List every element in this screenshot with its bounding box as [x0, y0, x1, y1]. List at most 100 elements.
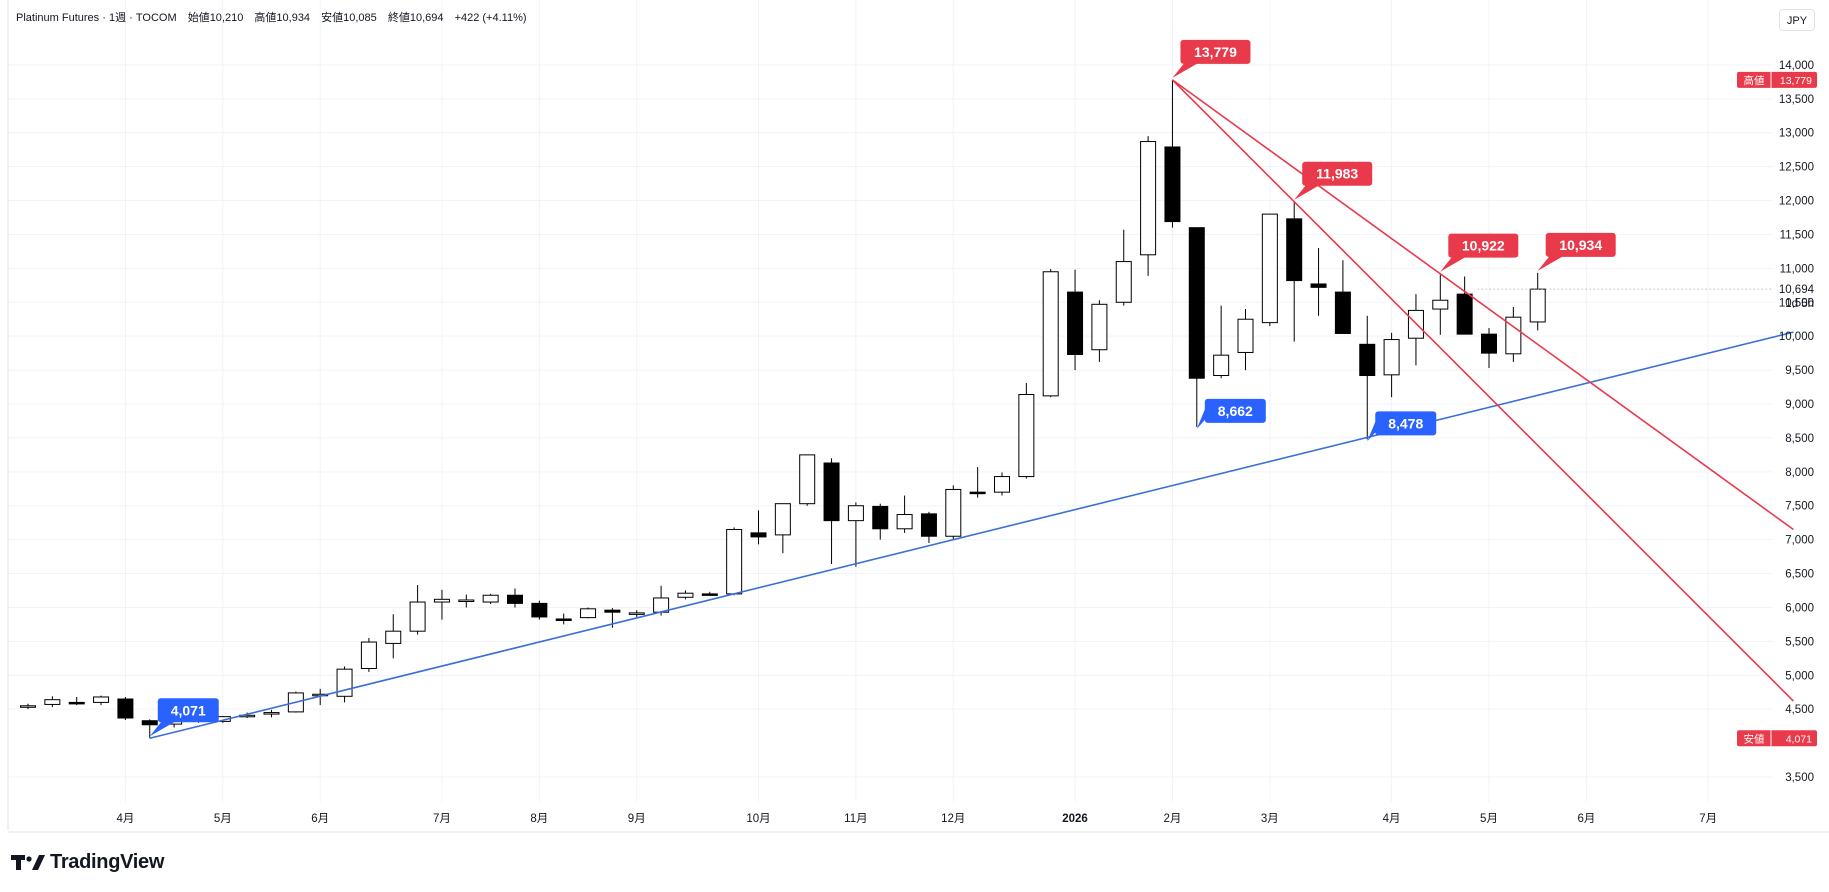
- tradingview-logo-icon: [11, 855, 45, 870]
- y-tick-label: 12,000: [1779, 196, 1814, 208]
- symbol-name[interactable]: Platinum Futures: [16, 12, 100, 24]
- x-tick-label: 8月: [530, 813, 548, 825]
- candle: [1188, 227, 1205, 427]
- candle-body: [44, 699, 61, 705]
- y-tick-label: 7,500: [1785, 501, 1814, 513]
- x-tick-label: 4月: [116, 813, 134, 825]
- candle-body: [1042, 271, 1059, 397]
- support-trendline[interactable]: [149, 331, 1794, 740]
- candle-body: [920, 513, 937, 537]
- brand-name: TradingView: [50, 850, 165, 873]
- candle-body: [847, 505, 864, 522]
- y-tick-label: 13,000: [1779, 128, 1814, 140]
- y-tick-label: 11,500: [1780, 229, 1814, 241]
- candle-body: [994, 476, 1010, 493]
- candle: [1140, 136, 1157, 276]
- y-tick-label: 4,500: [1785, 704, 1814, 716]
- callout-box: [1302, 161, 1373, 186]
- x-tick-label: 7月: [433, 813, 451, 825]
- candle: [1310, 248, 1327, 316]
- low-value: 10,085: [343, 12, 377, 24]
- candle-body: [1359, 343, 1376, 377]
- candle: [1529, 272, 1546, 331]
- y-tick-label: 5,500: [1785, 636, 1814, 648]
- candle-body: [1432, 299, 1449, 310]
- callout-label: 4,071: [171, 702, 206, 718]
- brand-logo[interactable]: TradingView: [10, 851, 164, 873]
- x-tick-label: 11月: [844, 813, 867, 825]
- candle-body: [263, 712, 280, 715]
- price-callout: 4,071: [149, 698, 219, 737]
- resistance-trendline[interactable]: [1171, 79, 1794, 702]
- candle: [1261, 213, 1278, 327]
- candle: [507, 588, 523, 608]
- candle-body: [1115, 261, 1132, 303]
- callout-box: [157, 698, 219, 723]
- candle: [1383, 332, 1400, 398]
- price-annotations: 13,779 11,983 10,922 10,934 8,662 8,478 4,071: [149, 39, 1616, 737]
- candle-body: [141, 720, 158, 726]
- candle: [1481, 328, 1497, 369]
- candle-body: [1140, 141, 1157, 256]
- callout-label: 13,779: [1194, 44, 1237, 60]
- candle-body: [555, 618, 572, 621]
- y-tick-label: 8,500: [1785, 433, 1814, 445]
- candle-body: [1237, 318, 1254, 353]
- candle-body: [1456, 293, 1473, 335]
- last-price-label: 10,694: [1779, 284, 1815, 296]
- interval: 1週: [108, 12, 127, 24]
- open-value: 10,210: [209, 12, 244, 24]
- candle: [1091, 300, 1108, 362]
- y-tick-label: 14,000: [1779, 60, 1814, 72]
- candle-body: [20, 705, 36, 708]
- candle-body: [1481, 333, 1497, 354]
- price-tag-prefix: 安値: [1744, 732, 1766, 745]
- open-label: 始値: [187, 12, 210, 24]
- candle-body: [1091, 303, 1108, 351]
- candle-body: [385, 630, 402, 644]
- price-callout: 10,922: [1440, 233, 1519, 272]
- candle-body: [1334, 291, 1351, 334]
- candle-body: [677, 592, 694, 598]
- change-value: +422 (+4.11%): [454, 12, 527, 24]
- price-callout: 8,662: [1196, 398, 1266, 429]
- trendlines[interactable]: [149, 79, 1794, 740]
- candle-body: [458, 599, 475, 602]
- candle: [117, 696, 134, 721]
- y-tick-label: 10,500: [1779, 297, 1814, 309]
- legend-separator: ·: [129, 12, 136, 24]
- candle: [1456, 276, 1473, 335]
- candle: [1115, 229, 1132, 306]
- candle-body: [1383, 339, 1400, 376]
- candle: [750, 510, 767, 545]
- candle: [141, 719, 158, 739]
- candle: [847, 502, 864, 567]
- candle-body: [1067, 291, 1084, 355]
- candle-body: [409, 601, 426, 632]
- candle-body: [799, 454, 816, 505]
- price-tag-value: 13,779: [1780, 75, 1812, 87]
- candle: [336, 666, 353, 703]
- y-tick-label: 8,000: [1785, 467, 1814, 479]
- x-tick-label: 2026: [1062, 813, 1088, 825]
- y-tick-label: 7,000: [1785, 535, 1814, 547]
- callout-label: 10,922: [1462, 238, 1505, 254]
- candle-body: [433, 598, 450, 603]
- currency-button[interactable]: JPY: [1779, 9, 1815, 31]
- y-tick-label: 9,500: [1785, 365, 1814, 377]
- resistance-trendline[interactable]: [1171, 79, 1794, 531]
- candle: [726, 527, 743, 596]
- candlestick-series: [20, 79, 1546, 739]
- candle-body: [1164, 146, 1181, 223]
- y-tick-label: 12,500: [1779, 162, 1814, 174]
- symbol-legend: Platinum Futures · 1週 · TOCOM 始値10,210 高…: [16, 9, 527, 25]
- candle-body: [93, 696, 110, 703]
- price-tag: 安値 4,071: [1737, 730, 1817, 747]
- callout-box: [1204, 398, 1266, 423]
- candle: [531, 600, 548, 620]
- candle-body: [969, 491, 986, 495]
- candle: [555, 613, 572, 625]
- candle: [68, 696, 85, 706]
- x-tick-label: 10月: [746, 813, 770, 825]
